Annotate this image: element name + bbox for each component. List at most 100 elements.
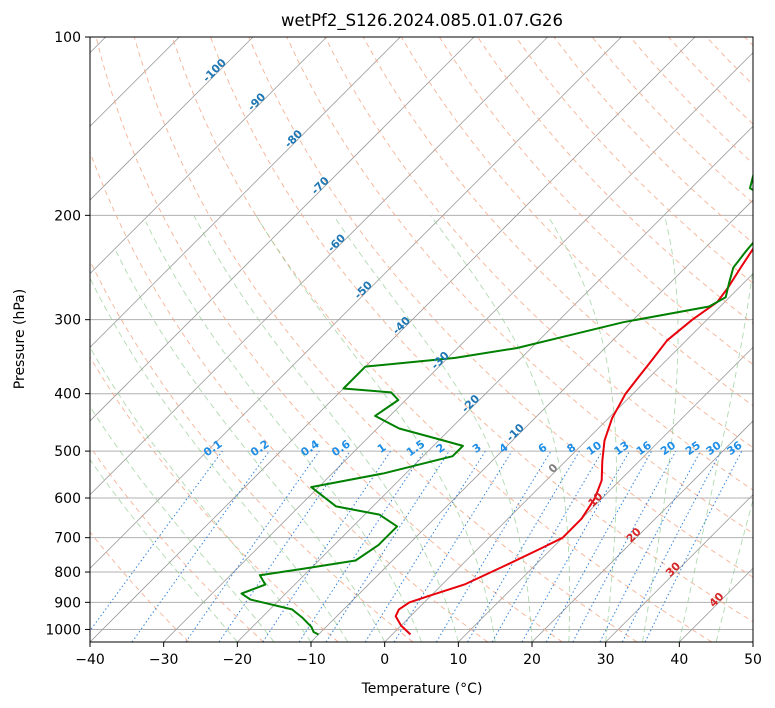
y-tick-label: 500 <box>54 444 81 460</box>
dry-adiabat-line <box>248 37 753 578</box>
isotherm-label: -90 <box>245 90 268 113</box>
isotherm-line <box>90 37 327 275</box>
dry-adiabat-line <box>744 37 753 47</box>
y-tick-label: 700 <box>54 531 81 547</box>
isotherm-line <box>90 37 622 569</box>
x-tick-label: 30 <box>597 652 615 668</box>
dry-adiabat-line <box>439 37 753 365</box>
mixing-ratio-line <box>218 450 351 642</box>
moist-adiabat-line <box>145 221 422 642</box>
moist-adiabat-line <box>642 215 679 642</box>
dry-adiabat-line <box>133 37 638 642</box>
mixing-ratio-label: 16 <box>634 438 654 458</box>
x-tick-label: 0 <box>380 652 389 668</box>
mixing-ratio-line <box>131 450 270 642</box>
mixing-ratio-label: 20 <box>658 438 678 458</box>
mixing-ratio-line <box>545 450 653 642</box>
isotherm-line <box>163 52 753 642</box>
isotherm-label: -30 <box>429 349 452 372</box>
y-tick-label: 300 <box>54 313 81 329</box>
x-axis-title: Temperature (°C) <box>361 681 483 697</box>
mixing-ratio-label: 1 <box>375 441 389 456</box>
mixing-ratio-line <box>599 450 701 642</box>
isotherm-line <box>90 37 696 642</box>
mixing-ratio-line <box>467 450 580 642</box>
mixing-ratio-label: 2 <box>434 441 448 456</box>
mixing-ratio-label: 10 <box>584 438 604 458</box>
x-tick-label: −10 <box>296 652 326 668</box>
moist-adiabat-line <box>678 264 753 642</box>
isotherm-line <box>90 37 475 422</box>
isotherm-line <box>310 199 753 642</box>
isotherm-line <box>237 125 753 642</box>
dry-adiabat-line <box>90 356 339 642</box>
isotherm-line <box>90 37 548 496</box>
moist-adiabat-line <box>90 458 238 642</box>
mixing-ratio-line <box>364 450 486 642</box>
x-tick-label: −20 <box>223 652 253 668</box>
isotherm-label: -100 <box>200 56 229 85</box>
mixing-ratio-line <box>298 450 425 642</box>
mixing-ratio-line <box>644 450 743 642</box>
moist-adiabat-line <box>115 251 386 642</box>
mixing-ratio-line <box>325 450 450 642</box>
mixing-ratio-label: 25 <box>683 439 703 458</box>
mixing-ratio-line <box>521 450 630 642</box>
isotherm-label: -70 <box>309 174 332 197</box>
isotherm-line <box>384 273 753 642</box>
dry-adiabat-line <box>706 37 753 86</box>
isotherm-label: -20 <box>459 392 482 415</box>
isotherm-label: -10 <box>504 421 527 444</box>
temperature-profile-line <box>394 247 753 636</box>
dry-adiabat-line <box>668 37 753 125</box>
mixing-ratio-label: 36 <box>724 438 744 458</box>
y-axis: 100 200 300 400 500 600 700 800 900 1000 <box>45 30 90 638</box>
mixing-ratio-line <box>393 450 513 642</box>
dry-adiabat-line <box>286 37 753 534</box>
mixing-ratio-label: 0.4 <box>298 437 322 459</box>
isotherm-label: -50 <box>352 278 375 301</box>
x-tick-label: 50 <box>744 652 762 668</box>
y-tick-label: 1000 <box>45 622 81 638</box>
dry-adiabat-line <box>400 37 753 407</box>
dry-adiabat-line <box>515 37 753 284</box>
x-tick-label: 10 <box>449 652 467 668</box>
y-tick-label: 200 <box>54 208 81 224</box>
y-tick-label: 600 <box>54 491 81 507</box>
y-tick-label: 100 <box>54 30 81 46</box>
mixing-ratio-label: 3 <box>470 441 484 456</box>
moist-adiabat-line <box>333 215 533 642</box>
mixing-ratio-label: 6 <box>536 441 550 456</box>
y-axis-title: Pressure (hPa) <box>12 289 28 389</box>
isotherm-line <box>752 641 753 642</box>
isotherm-label: 20 <box>624 525 644 545</box>
mixing-ratio-line <box>435 450 552 642</box>
dry-adiabat-line <box>591 37 753 204</box>
mixing-ratio-line <box>90 450 223 632</box>
mixing-ratio-label: 8 <box>564 441 578 456</box>
plot-frame <box>89 36 754 643</box>
mixing-ratio-line <box>185 450 320 642</box>
isotherm-label: -60 <box>325 231 348 254</box>
moist-adiabat-line <box>90 346 312 642</box>
dry-adiabat-line <box>553 37 753 244</box>
dewpoint-profile-line <box>240 172 753 636</box>
x-tick-label: 40 <box>670 652 688 668</box>
moist-adiabat-line <box>430 215 571 642</box>
y-tick-label: 900 <box>54 595 81 611</box>
dry-adiabat-line <box>171 37 712 642</box>
moist-adiabat-line <box>90 405 275 642</box>
moist-adiabat-line <box>547 215 617 642</box>
mixing-ratio-label: 0.2 <box>248 437 271 459</box>
mixing-ratio-line <box>262 450 392 642</box>
dry-adiabat-line <box>90 531 190 642</box>
mixing-ratio-label: 30 <box>704 438 724 458</box>
isotherm-label: -80 <box>282 127 305 150</box>
isotherm-line <box>90 37 401 348</box>
isotherm-line <box>531 420 753 642</box>
moist-adiabat-line <box>90 277 349 642</box>
dry-adiabat-line <box>95 37 563 642</box>
background-lines <box>90 37 753 642</box>
